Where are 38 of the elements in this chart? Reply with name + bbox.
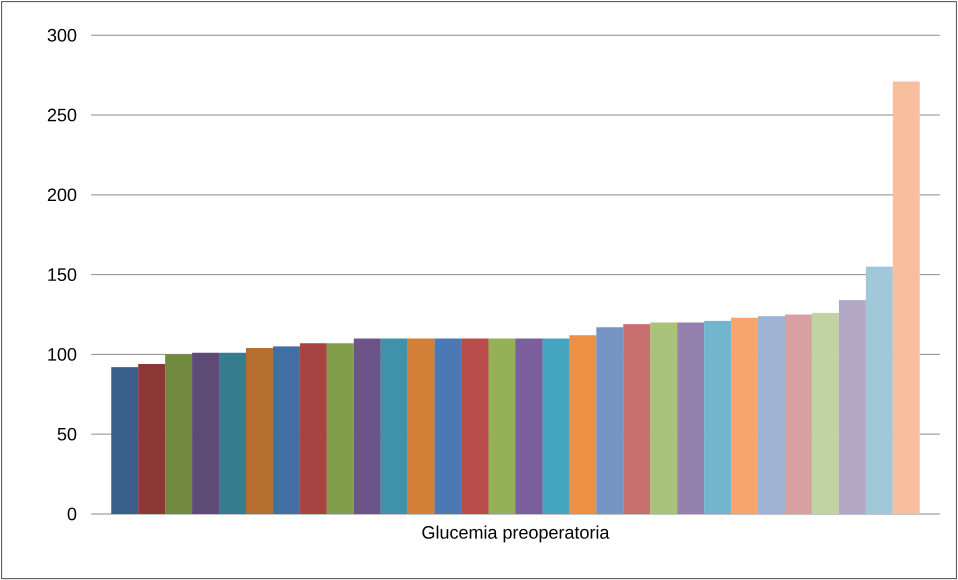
bar [704,320,732,514]
y-tick-label: 200 [48,188,76,202]
bar [219,352,246,514]
bar [354,338,381,514]
bar [650,322,678,514]
bar [408,338,435,514]
bar [165,354,192,514]
bar [838,300,866,514]
bar [246,348,273,514]
bar [542,338,570,514]
bar [272,346,300,514]
y-tick-label: 0 [68,508,76,520]
bar [784,314,812,514]
bar [596,327,624,514]
bar [488,338,516,514]
bar [462,338,489,514]
bar [138,364,166,514]
bar [758,316,785,514]
bar [623,324,650,514]
bar [515,338,542,514]
y-tick-label: 100 [48,348,76,361]
y-tick-label: 250 [48,108,76,122]
bar [812,312,839,514]
bar [892,81,920,514]
bar [731,318,758,514]
bar [192,352,220,514]
bar [300,343,327,514]
bar [326,343,354,514]
bar [866,266,893,514]
x-axis-title: Glucemia preoperatoria [422,525,610,542]
bar [569,335,596,514]
bar [677,322,704,514]
bar [111,367,138,514]
bar [434,338,462,514]
y-tick-label: 150 [48,268,76,281]
y-tick-label: 300 [48,28,76,42]
bar [380,338,408,514]
y-tick-label: 50 [58,428,76,440]
